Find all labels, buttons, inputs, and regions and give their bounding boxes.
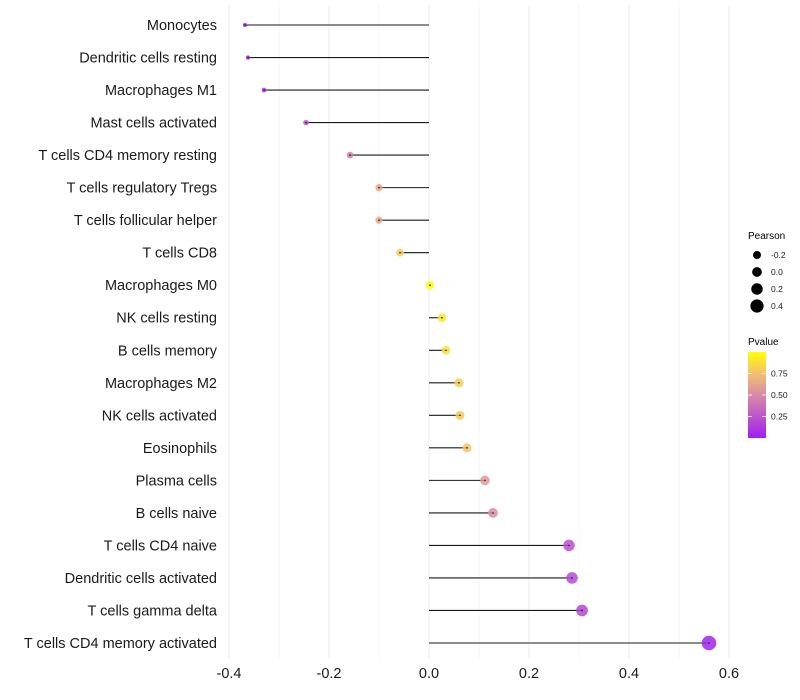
size-legend-label: 0.4 xyxy=(771,301,783,311)
lollipop-point-center xyxy=(378,219,380,221)
lollipop-point-center xyxy=(429,284,431,287)
y-tick-label: T cells follicular helper xyxy=(74,213,217,229)
y-tick-label: Mast cells activated xyxy=(90,116,217,132)
y-tick-label: B cells naive xyxy=(136,506,217,522)
lollipop-point-center xyxy=(445,349,447,352)
lollipop-point-center xyxy=(708,642,710,644)
y-tick-label: Macrophages M2 xyxy=(105,376,217,392)
lollipop-point-center xyxy=(399,251,401,254)
y-tick-label: T cells CD8 xyxy=(142,246,217,262)
size-legend-key xyxy=(751,283,763,295)
y-tick-label: T cells regulatory Tregs xyxy=(67,181,217,197)
lollipop-point-center xyxy=(459,414,461,417)
y-tick-label: Macrophages M1 xyxy=(105,83,217,99)
size-legend-label: -0.2 xyxy=(771,250,786,260)
x-tick-label: -0.2 xyxy=(317,666,342,682)
y-tick-label: Macrophages M0 xyxy=(105,278,217,294)
x-tick-label: -0.4 xyxy=(217,666,242,682)
x-axis-ticks: -0.4 -0.2 0.0 0.2 0.4 0.6 xyxy=(217,666,740,682)
lollipop-point-center xyxy=(492,512,494,514)
lollipop-point-center xyxy=(305,121,307,124)
lollipop-point-center xyxy=(458,381,460,384)
lollipop-point-center xyxy=(263,89,265,91)
x-tick-label: 0.0 xyxy=(419,666,439,682)
size-legend-key xyxy=(750,299,764,313)
size-legend: Pearson -0.2 0.0 0.2 0.4 xyxy=(748,231,786,313)
lollipop-point-center xyxy=(568,544,570,547)
color-legend-bar xyxy=(748,352,766,438)
size-legend-title: Pearson xyxy=(748,231,785,242)
color-legend-title: Pvalue xyxy=(748,337,779,348)
lollipop-point-center xyxy=(378,186,380,189)
lollipop-point-center xyxy=(441,316,443,319)
lollipop-point-center xyxy=(247,56,249,59)
legend: Pearson -0.2 0.0 0.2 0.4 Pvalue 0.25 0.50 0.7… xyxy=(748,231,788,438)
y-tick-label: Plasma cells xyxy=(136,473,217,489)
color-legend-label: 0.25 xyxy=(771,412,788,422)
lollipop-segments xyxy=(245,24,709,644)
color-legend-label: 0.75 xyxy=(771,369,788,379)
color-legend: Pvalue 0.25 0.50 0.75 xyxy=(748,337,788,438)
lollipop-point-center xyxy=(244,24,246,26)
x-tick-label: 0.2 xyxy=(519,666,539,682)
y-tick-label: NK cells activated xyxy=(102,408,217,424)
lollipop-point-center xyxy=(581,609,583,612)
y-tick-label: T cells CD4 naive xyxy=(104,538,217,554)
grid-lines xyxy=(228,5,730,658)
lollipop-point-center xyxy=(484,479,486,482)
color-legend-label: 0.50 xyxy=(771,390,788,400)
y-tick-label: B cells memory xyxy=(118,343,218,359)
size-legend-label: 0.2 xyxy=(771,284,783,294)
y-tick-label: T cells gamma delta xyxy=(88,603,218,619)
size-legend-key xyxy=(752,267,762,277)
y-tick-label: Monocytes xyxy=(147,18,217,34)
lollipop-points xyxy=(242,22,717,651)
y-tick-label: T cells CD4 memory activated xyxy=(24,636,217,652)
y-tick-label: Eosinophils xyxy=(143,441,217,457)
size-legend-label: 0.0 xyxy=(771,267,783,277)
lollipop-point-center xyxy=(349,154,351,156)
y-axis-labels: Monocytes Dendritic cells resting Macropha… xyxy=(24,18,218,652)
y-tick-label: Dendritic cells resting xyxy=(79,51,217,67)
y-tick-label: T cells CD4 memory resting xyxy=(38,148,217,164)
x-tick-label: 0.6 xyxy=(719,666,739,682)
size-legend-key xyxy=(753,251,761,259)
lollipop-point-center xyxy=(571,577,573,579)
x-tick-label: 0.4 xyxy=(619,666,639,682)
y-tick-label: NK cells resting xyxy=(116,311,217,327)
lollipop-point-center xyxy=(466,447,468,449)
y-tick-label: Dendritic cells activated xyxy=(65,571,217,587)
